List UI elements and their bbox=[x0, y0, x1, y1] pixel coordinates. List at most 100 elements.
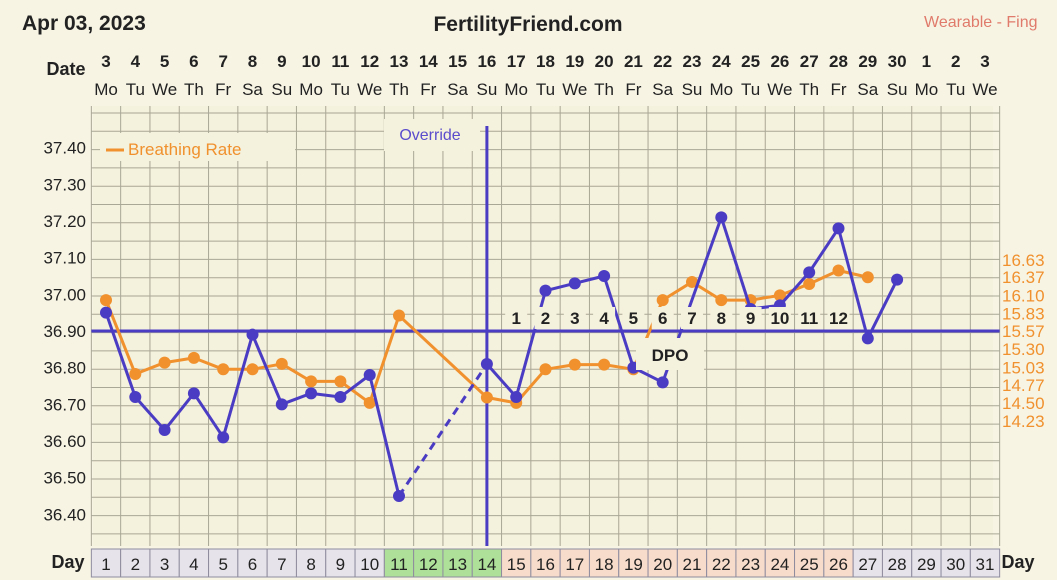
day-row-label-right: Day bbox=[1001, 552, 1034, 572]
dpo-number: 7 bbox=[687, 309, 696, 328]
series-segment bbox=[397, 363, 489, 497]
breathing-tick-label: 15.57 bbox=[1002, 322, 1045, 341]
data-point bbox=[187, 351, 200, 364]
cycle-day-label: 19 bbox=[624, 555, 643, 574]
dpo-box bbox=[636, 338, 704, 370]
data-point bbox=[715, 294, 728, 307]
date-label: 18 bbox=[536, 52, 555, 71]
cycle-day-label: 14 bbox=[477, 555, 496, 574]
dpo-number: 4 bbox=[599, 309, 609, 328]
series-segment bbox=[339, 380, 371, 405]
cycle-day-label: 21 bbox=[683, 555, 702, 574]
series-segment bbox=[866, 278, 899, 340]
data-point bbox=[686, 275, 698, 288]
temp-tick-label: 36.60 bbox=[43, 432, 86, 451]
date-label: 3 bbox=[980, 52, 989, 71]
date-label: 11 bbox=[331, 52, 349, 71]
date-label: 9 bbox=[277, 52, 286, 71]
date-label: 8 bbox=[248, 52, 257, 71]
cycle-day-label: 29 bbox=[917, 555, 936, 574]
data-point bbox=[832, 264, 845, 277]
cycle-day-cell bbox=[940, 548, 971, 578]
weekday-label: Sa bbox=[242, 80, 263, 99]
data-point bbox=[598, 269, 611, 282]
cycle-day-cell bbox=[354, 548, 385, 578]
temp-tick-label: 36.40 bbox=[43, 505, 86, 524]
data-point bbox=[363, 396, 376, 409]
cycle-day-label: 17 bbox=[565, 555, 584, 574]
data-point bbox=[100, 294, 112, 307]
cycle-day-label: 3 bbox=[160, 555, 169, 574]
dpo-number-bg bbox=[593, 307, 616, 329]
breathing-tick-label: 16.37 bbox=[1002, 268, 1045, 287]
date-label: 7 bbox=[218, 52, 227, 71]
date-label: 24 bbox=[712, 52, 731, 71]
dpo-number: 8 bbox=[717, 309, 726, 328]
data-point bbox=[656, 294, 669, 307]
dpo-tag: DPO bbox=[636, 338, 704, 370]
temp-tick-label: 36.50 bbox=[43, 469, 86, 488]
temperature-series bbox=[100, 211, 904, 503]
temp-tick-label: 37.10 bbox=[43, 249, 86, 268]
weekday-label: Su bbox=[682, 80, 703, 99]
dpo-number: 6 bbox=[658, 309, 667, 328]
weekday-label: Tu bbox=[946, 80, 965, 99]
data-point bbox=[539, 284, 552, 297]
dpo-number-bg bbox=[798, 307, 821, 329]
cycle-day-label: 4 bbox=[189, 555, 198, 574]
cycle-day-cell bbox=[647, 548, 678, 578]
weekday-label: Mo bbox=[299, 80, 323, 99]
cycle-day-label: 31 bbox=[976, 555, 995, 574]
date-label: 4 bbox=[131, 52, 141, 71]
weekday-label: Th bbox=[594, 80, 614, 99]
date-label: 21 bbox=[624, 52, 643, 71]
breathing-tick-label: 16.10 bbox=[1002, 286, 1045, 305]
data-point bbox=[393, 309, 405, 322]
data-point bbox=[217, 431, 230, 444]
series-segment bbox=[602, 275, 635, 369]
cycle-day-label: 8 bbox=[306, 555, 315, 574]
cycle-day-label: 20 bbox=[653, 555, 672, 574]
date-label: 12 bbox=[360, 52, 379, 71]
cycle-day-cell bbox=[471, 548, 503, 578]
weekday-label: Th bbox=[184, 80, 204, 99]
series-segment bbox=[221, 334, 254, 438]
date-label: 2 bbox=[951, 52, 960, 71]
date-label: 10 bbox=[302, 52, 321, 71]
data-point bbox=[158, 356, 171, 369]
chart-date: Apr 03, 2023 bbox=[22, 12, 146, 35]
data-point bbox=[480, 391, 493, 404]
weekday-label: Su bbox=[887, 80, 908, 99]
cycle-day-label: 22 bbox=[712, 555, 731, 574]
date-row: 3 4 5 6 7 8 9 10 11 12 13 14 15 16 17 18 19 20 21 22 23 24 25 2… bbox=[101, 52, 989, 71]
weekday-label: We bbox=[152, 80, 177, 99]
breathing-rate-axis: 16.6316.3716.1015.8315.5715.3015.0314.77… bbox=[1002, 251, 1045, 431]
cycle-day-cell bbox=[178, 548, 210, 578]
override-tag: Override bbox=[384, 119, 480, 151]
weekday-label: Th bbox=[389, 80, 409, 99]
dpo-number: 9 bbox=[746, 309, 755, 328]
dpo-number-bg bbox=[681, 307, 703, 329]
dpo-number-bg bbox=[563, 307, 586, 329]
weekday-label: Fr bbox=[625, 80, 641, 99]
data-point bbox=[773, 289, 786, 302]
dpo-number-bg bbox=[651, 307, 674, 329]
weekday-label: Su bbox=[477, 80, 498, 99]
date-label: 6 bbox=[189, 52, 198, 71]
dpo-number: 12 bbox=[829, 309, 848, 328]
cycle-day-cell bbox=[295, 548, 327, 578]
series-segment bbox=[339, 373, 371, 399]
weekday-label: Sa bbox=[857, 80, 878, 99]
cycle-day-cell bbox=[794, 548, 825, 578]
temp-tick-label: 36.90 bbox=[43, 322, 86, 341]
date-label: 1 bbox=[922, 52, 931, 71]
cycle-day-cell bbox=[90, 548, 122, 578]
date-label: 19 bbox=[565, 52, 584, 71]
site-title: FertilityFriend.com bbox=[433, 13, 622, 36]
weekday-label: Sa bbox=[447, 80, 468, 99]
weekday-label: Th bbox=[799, 80, 819, 99]
dpo-number-bg bbox=[622, 307, 645, 329]
date-label: 3 bbox=[101, 52, 110, 71]
series-segment bbox=[778, 271, 811, 307]
